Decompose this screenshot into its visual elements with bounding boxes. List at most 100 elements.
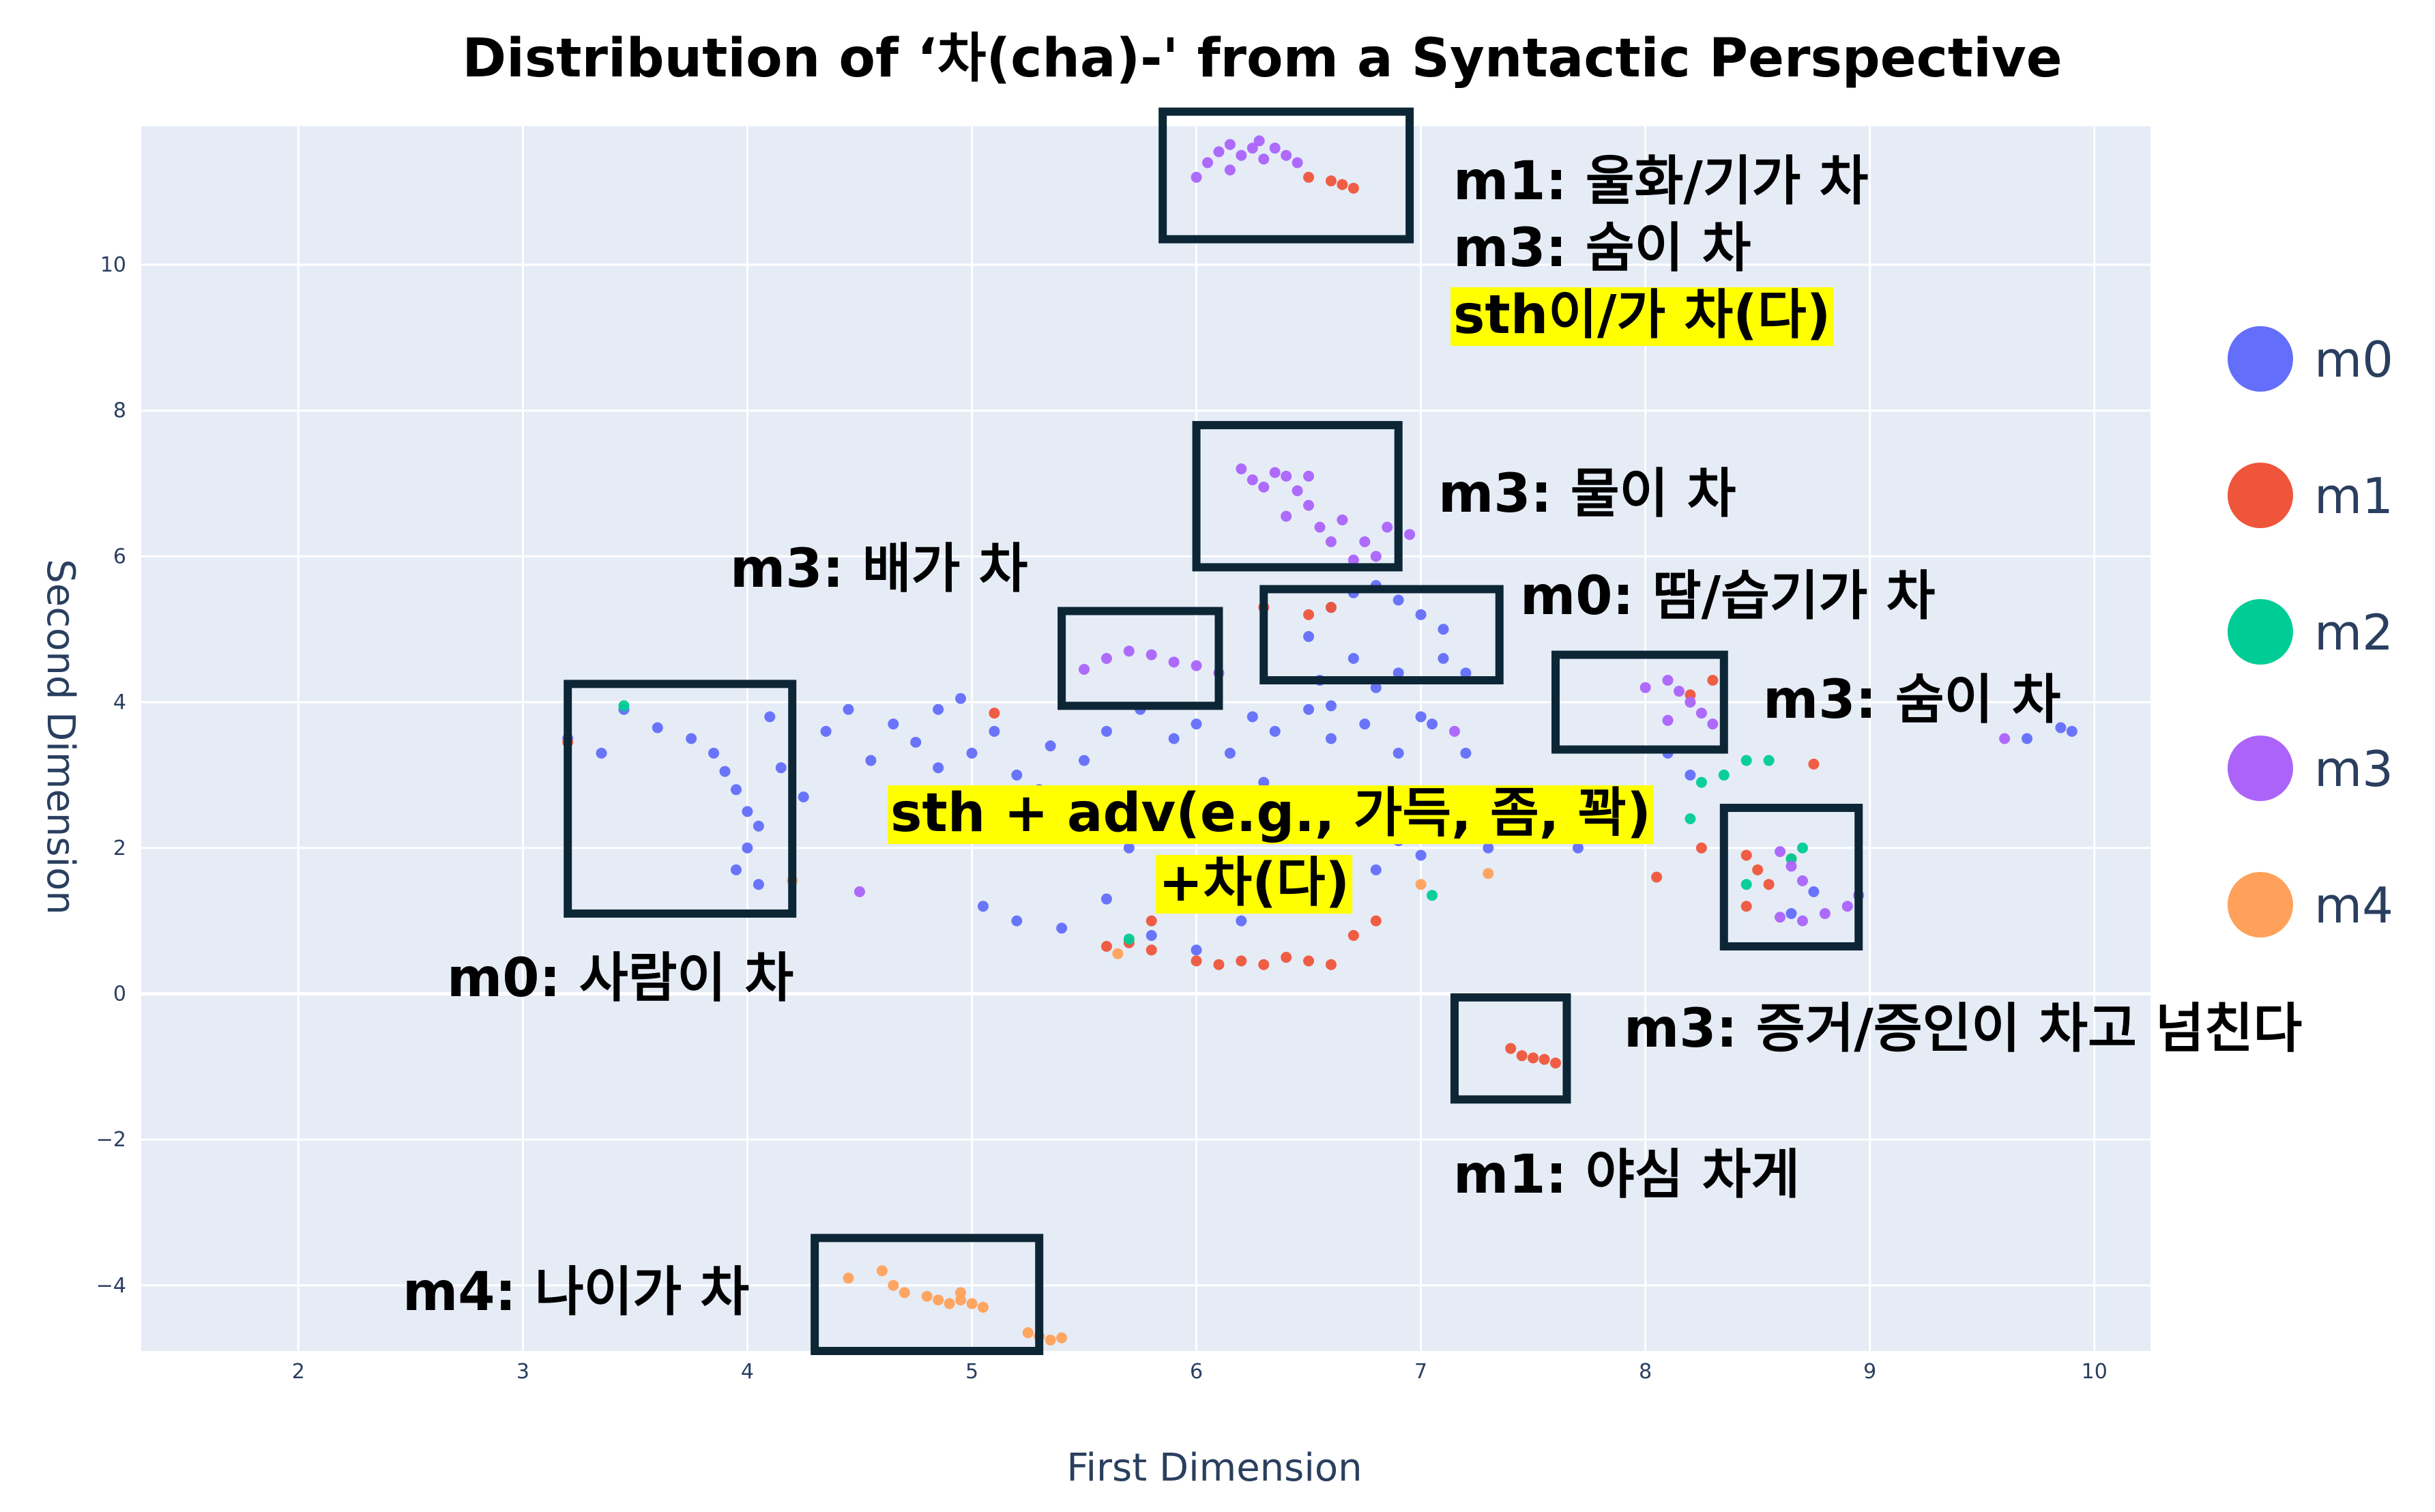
point-m0 (933, 703, 944, 715)
legend-label-m2[interactable]: m2 (2314, 604, 2393, 661)
point-m0 (1808, 886, 1820, 897)
point-m4 (899, 1287, 910, 1298)
point-m3 (1146, 649, 1157, 660)
point-m3 (1695, 708, 1707, 719)
point-m2 (1123, 933, 1135, 945)
x-tick-labels: 2 3 4 5 6 7 8 9 10 (292, 1360, 2108, 1384)
y-tick-label: 6 (113, 544, 126, 568)
point-m0 (2022, 733, 2033, 744)
x-tick-label: 4 (741, 1360, 754, 1384)
annotation-label: m3: 배가 차 (730, 538, 1027, 600)
point-m1 (1191, 955, 1202, 967)
point-m0 (1370, 864, 1382, 875)
x-tick-label: 3 (516, 1360, 529, 1384)
legend-marker-m0[interactable] (2228, 326, 2293, 392)
point-m1 (1505, 1043, 1517, 1054)
point-m0 (1325, 700, 1337, 712)
point-m3 (1281, 149, 1292, 161)
point-m0 (820, 725, 832, 737)
point-m0 (1347, 652, 1359, 664)
point-m1 (1808, 758, 1820, 770)
annotation-box (1058, 607, 1223, 710)
point-m3 (1269, 143, 1281, 154)
highlight-annotation: +차(다) (1158, 852, 1350, 914)
point-m0 (1393, 747, 1404, 759)
point-m0 (1393, 667, 1404, 679)
point-m0 (1325, 733, 1337, 744)
point-m0 (1303, 630, 1315, 642)
legend-label-m0[interactable]: m0 (2314, 331, 2393, 388)
point-m3 (1281, 470, 1292, 482)
point-m0 (2066, 725, 2077, 737)
legend-label-m3[interactable]: m3 (2314, 740, 2393, 798)
point-m3 (1796, 875, 1808, 886)
point-m4 (888, 1279, 899, 1291)
legend-label-m4[interactable]: m4 (2314, 877, 2393, 934)
point-m0 (1415, 609, 1427, 620)
point-m0 (652, 722, 663, 733)
point-m3 (1224, 139, 1236, 150)
point-m3 (1448, 725, 1460, 737)
point-m4 (1112, 948, 1124, 959)
point-m1 (1325, 175, 1337, 187)
point-m3 (1404, 529, 1416, 540)
point-m0 (753, 820, 764, 832)
point-m4 (977, 1301, 989, 1313)
point-m3 (1246, 474, 1258, 486)
annotation-box (1158, 107, 1414, 244)
point-m0 (719, 766, 731, 777)
point-m4 (1045, 1334, 1056, 1346)
point-m0 (753, 879, 764, 890)
point-m0 (1393, 594, 1404, 606)
point-m1 (989, 708, 1000, 719)
point-m1 (1236, 955, 1247, 967)
point-m1 (1752, 864, 1764, 875)
x-tick-label: 7 (1414, 1360, 1427, 1384)
point-m3 (1123, 645, 1135, 657)
point-m0 (1246, 711, 1258, 723)
point-m0 (708, 747, 720, 759)
legend-marker-m2[interactable] (2228, 599, 2293, 665)
x-tick-label: 9 (1863, 1360, 1876, 1384)
point-m3 (1325, 536, 1337, 548)
point-m1 (1100, 941, 1112, 953)
annotation-box (564, 680, 797, 918)
x-tick-label: 10 (2082, 1360, 2108, 1384)
point-m3 (1224, 164, 1236, 176)
point-m1 (1347, 182, 1359, 194)
legend-marker-m1[interactable] (2228, 463, 2293, 528)
point-m0 (1483, 842, 1494, 854)
point-m3 (1785, 860, 1797, 872)
point-m0 (798, 791, 809, 802)
point-m0 (1460, 747, 1472, 759)
point-m1 (1258, 959, 1270, 970)
point-m0 (1011, 769, 1023, 781)
point-m1 (1325, 959, 1337, 970)
point-m3 (1236, 463, 1247, 475)
point-m3 (854, 886, 865, 897)
point-m3 (1639, 682, 1651, 693)
point-m3 (1191, 660, 1202, 671)
highlight-annotation: sth + adv(e.g., 가득, 좀, 꽉) (890, 783, 1651, 844)
point-m1 (1707, 675, 1719, 686)
point-m0 (1460, 667, 1472, 679)
y-tick-label: 4 (113, 690, 126, 714)
highlight-annotation: sth이/가 차(다) (1453, 285, 1831, 346)
annotation-label: m3: 물이 차 (1438, 463, 1736, 525)
point-m1 (1281, 952, 1292, 963)
annotation-box (811, 1234, 1044, 1356)
point-m1 (1370, 915, 1382, 927)
x-axis-title: First Dimension (1066, 1446, 1362, 1490)
point-m1 (1213, 959, 1225, 970)
point-m0 (1572, 842, 1584, 854)
legend-label-m1[interactable]: m1 (2314, 467, 2393, 525)
y-tick-label: 2 (113, 837, 126, 860)
point-m0 (742, 806, 753, 817)
point-m0 (843, 703, 854, 715)
legend-marker-m3[interactable] (2228, 736, 2293, 801)
legend-marker-m4[interactable] (2228, 872, 2293, 937)
point-m1 (1740, 901, 1752, 912)
point-m4 (966, 1298, 978, 1309)
point-m3 (1314, 521, 1326, 533)
point-m4 (1483, 868, 1494, 879)
